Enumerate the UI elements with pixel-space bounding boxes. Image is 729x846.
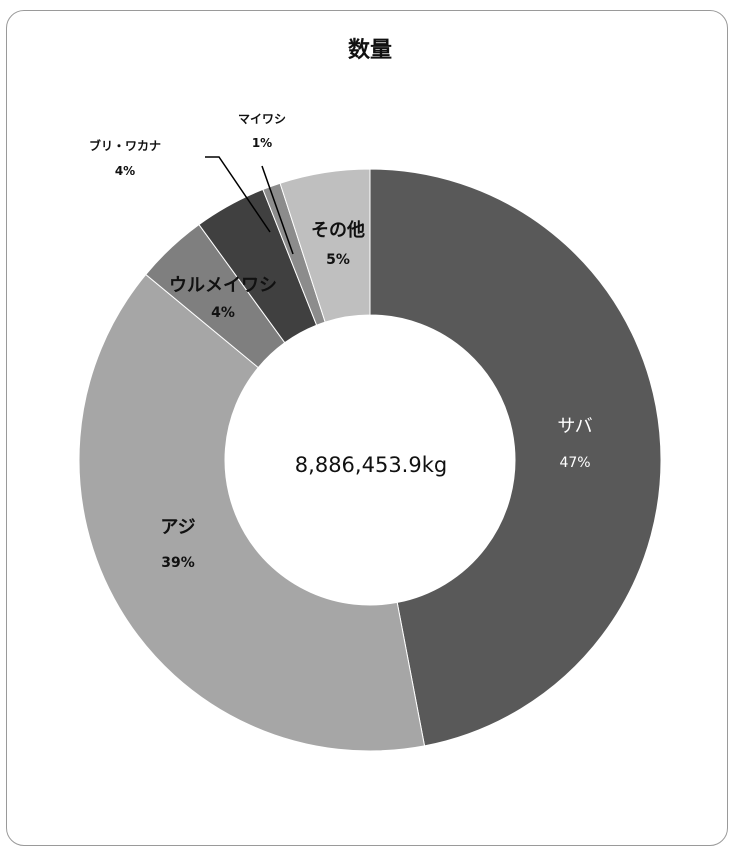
slice-sonota — [279, 168, 371, 323]
leader-line-buri-wakana — [205, 156, 271, 233]
slice-label-urumeiwashi: ウルメイワシ — [169, 275, 277, 296]
slice-pct-aji: 39% — [161, 555, 195, 571]
slice-pct-sonota: 5% — [326, 252, 350, 268]
slice-pct-urumeiwashi: 4% — [211, 305, 235, 321]
slice-aji — [78, 273, 426, 752]
chart-title: 数量 — [348, 37, 392, 63]
slice-label-sonota: その他 — [311, 219, 365, 241]
slice-label-aji: アジ — [160, 517, 195, 538]
slice-pct-buri-wakana: 4% — [115, 164, 135, 178]
slice-pct-maiwashi: 1% — [252, 136, 272, 150]
slice-saba — [369, 168, 662, 747]
donut-slices — [78, 168, 662, 752]
leader-line-maiwashi — [261, 165, 294, 255]
slice-label-saba: サバ — [557, 416, 592, 437]
slice-label-maiwashi: マイワシ — [238, 112, 286, 126]
slice-pct-saba: 47% — [559, 455, 590, 471]
slice-label-buri-wakana: ブリ・ワカナ — [89, 138, 161, 153]
center-total-label: 8,886,453.9kg — [295, 453, 447, 477]
